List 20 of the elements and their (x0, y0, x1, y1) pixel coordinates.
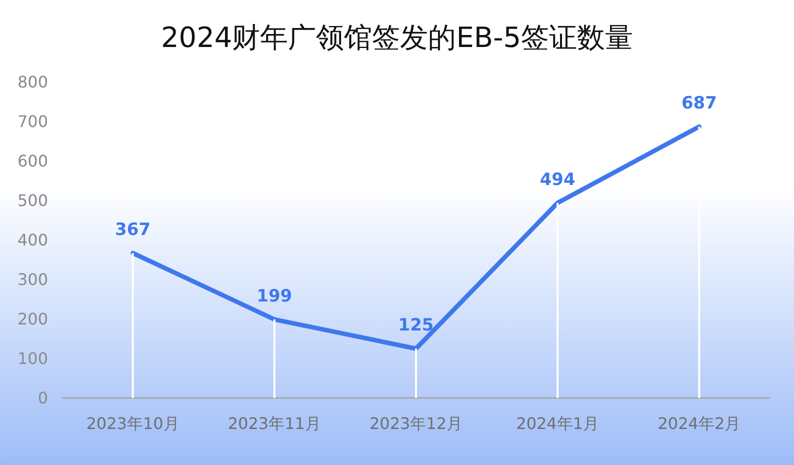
x-tick-label: 2023年11月 (228, 414, 321, 433)
data-label: 199 (256, 286, 292, 306)
data-label: 687 (681, 94, 717, 114)
y-tick-label: 700 (17, 112, 48, 132)
y-tick-label: 500 (17, 191, 48, 210)
y-tick-label: 400 (17, 230, 48, 250)
y-tick-label: 600 (17, 152, 48, 171)
y-tick-label: 100 (17, 349, 48, 368)
data-label: 494 (540, 170, 576, 190)
data-label: 125 (398, 316, 434, 336)
y-tick-label: 300 (17, 270, 48, 290)
y-tick-label: 800 (17, 72, 48, 92)
x-tick-label: 2024年1月 (516, 414, 600, 433)
x-tick-label: 2023年12月 (369, 414, 463, 433)
data-label: 367 (115, 220, 151, 240)
x-tick-label: 2023年10月 (86, 414, 180, 433)
y-tick-label: 0 (38, 388, 48, 408)
x-tick-label: 2024年2月 (658, 414, 741, 433)
y-tick-label: 200 (17, 310, 48, 329)
chart-title: 2024财年广领馆签发的EB-5签证数量 (160, 21, 634, 54)
